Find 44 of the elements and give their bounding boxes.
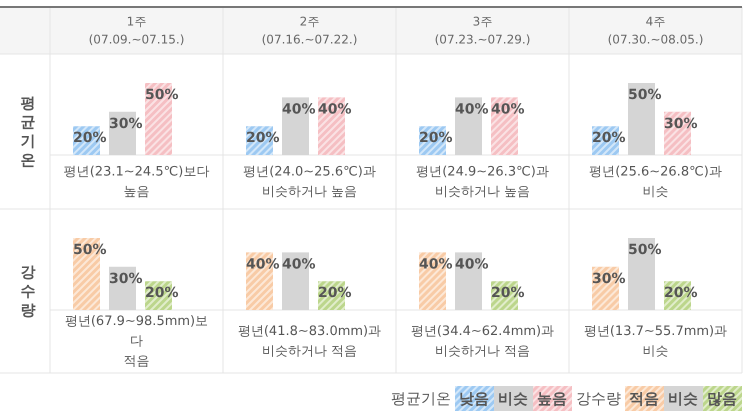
data-label: 20% [419,130,453,146]
data-label: 30% [664,116,698,132]
data-label: 30% [109,270,143,287]
data-label: 50% [628,87,662,103]
data-label: 40% [455,101,489,118]
legend-title: 평균기온 [391,390,451,408]
data-label: 40% [282,256,316,272]
text: 평년(24.9~26.3℃)과 비슷하거나 높음 [416,164,549,200]
text: 적음 [629,390,659,408]
x-tick-label: 4주 (07.30.~08.05.) [608,14,704,46]
data-label: 50% [145,87,179,103]
legend-title: 강수량 [576,390,621,408]
x-tick-label: 2주 (07.16.~07.22.) [262,14,358,46]
data-label: 50% [73,242,107,258]
data-label: 40% [419,256,453,272]
data-label: 20% [592,130,626,146]
text: 평년(67.9~98.5mm)보 다 적음 [64,314,208,369]
text: 평년(34.4~62.4mm)과 비슷하거나 적음 [410,324,554,359]
y-axis-title: 평균기온 [20,94,36,170]
y-axis-title: 강수량 [20,262,36,320]
data-label: 20% [664,285,698,302]
text: 평년(23.1~24.5℃)보다 높음 [64,164,210,200]
data-label: 50% [628,242,662,258]
text: 비슷 [668,390,698,408]
data-label: 40% [282,101,316,118]
text: 비슷 [498,390,528,408]
data-label: 20% [318,285,352,302]
text: 평년(13.7~55.7mm)과 비슷 [584,324,728,359]
text: 평년(24.0~25.6℃)과 비슷하거나 높음 [243,164,376,200]
data-label: 40% [491,101,525,118]
data-label: 40% [246,256,280,272]
x-tick-label: 3주 (07.23.~07.29.) [434,14,530,46]
data-label: 40% [318,101,352,118]
text: 낮음 [459,390,489,408]
text: 평년(25.6~26.8℃)과 비슷 [589,164,722,200]
data-label: 30% [592,270,626,287]
data-label: 40% [455,256,489,272]
data-label: 20% [73,130,107,146]
data-label: 20% [246,130,280,146]
x-tick-label: 1주 (07.09.~07.15.) [88,14,184,46]
data-label: 30% [109,116,143,132]
text: 높음 [537,390,567,408]
text: 많음 [707,390,737,408]
text: 평년(41.8~83.0mm)과 비슷하거나 적음 [238,324,382,359]
